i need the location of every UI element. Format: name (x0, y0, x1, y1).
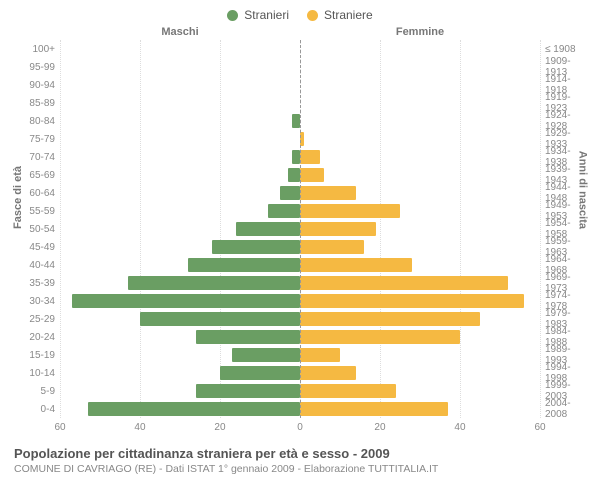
x-tick: 40 (134, 422, 145, 433)
bar-male (236, 222, 300, 236)
bar-female (300, 348, 340, 362)
bar-female (300, 330, 460, 344)
population-pyramid: Maschi Femmine Fasce di età Anni di nasc… (20, 26, 580, 436)
age-label: 65-69 (20, 170, 60, 181)
bar-male (128, 276, 300, 290)
bar-female (300, 294, 524, 308)
x-tick: 60 (54, 422, 65, 433)
header-female: Femmine (300, 26, 540, 38)
bar-male (268, 204, 300, 218)
bar-female (300, 276, 508, 290)
age-label: 60-64 (20, 188, 60, 199)
legend-item-male: Stranieri (227, 8, 289, 22)
bar-female (300, 240, 364, 254)
bar-female (300, 402, 448, 416)
age-label: 80-84 (20, 116, 60, 127)
birth-year-label: ≤ 1908 (540, 44, 580, 55)
header-male: Maschi (60, 26, 300, 38)
bar-male (220, 366, 300, 380)
age-label: 5-9 (20, 386, 60, 397)
age-label: 70-74 (20, 152, 60, 163)
age-label: 0-4 (20, 404, 60, 415)
bar-female (300, 204, 400, 218)
male-swatch-icon (227, 10, 238, 21)
x-tick: 60 (534, 422, 545, 433)
bar-female (300, 366, 356, 380)
x-tick: 20 (374, 422, 385, 433)
age-label: 75-79 (20, 134, 60, 145)
bar-male (212, 240, 300, 254)
age-label: 30-34 (20, 296, 60, 307)
bar-male (292, 150, 300, 164)
x-axis: 0204060 204060 (20, 418, 580, 436)
birth-year-label: 2004-2008 (540, 398, 580, 420)
bar-male (88, 402, 300, 416)
x-tick: 20 (214, 422, 225, 433)
bar-male (280, 186, 300, 200)
age-label: 10-14 (20, 368, 60, 379)
bar-female (300, 258, 412, 272)
age-label: 95-99 (20, 62, 60, 73)
bar-male (196, 384, 300, 398)
legend-item-female: Straniere (307, 8, 373, 22)
legend-male-label: Stranieri (244, 8, 289, 22)
age-label: 20-24 (20, 332, 60, 343)
center-axis (300, 40, 301, 418)
age-label: 25-29 (20, 314, 60, 325)
age-label: 100+ (20, 44, 60, 55)
legend-female-label: Straniere (324, 8, 373, 22)
chart-source: COMUNE DI CAVRIAGO (RE) - Dati ISTAT 1° … (14, 463, 586, 475)
bar-male (140, 312, 300, 326)
age-label: 50-54 (20, 224, 60, 235)
bar-female (300, 150, 320, 164)
x-tick: 40 (454, 422, 465, 433)
bar-male (232, 348, 300, 362)
age-label: 40-44 (20, 260, 60, 271)
female-swatch-icon (307, 10, 318, 21)
legend: Stranieri Straniere (0, 0, 600, 26)
chart-footer: Popolazione per cittadinanza straniera p… (0, 436, 600, 475)
pyramid-rows: 100+≤ 190895-991909-191390-941914-191885… (60, 40, 540, 418)
bar-male (196, 330, 300, 344)
age-label: 45-49 (20, 242, 60, 253)
age-label: 90-94 (20, 80, 60, 91)
bar-male (292, 114, 300, 128)
age-label: 15-19 (20, 350, 60, 361)
age-label: 85-89 (20, 98, 60, 109)
bar-female (300, 168, 324, 182)
bar-female (300, 222, 376, 236)
age-label: 55-59 (20, 206, 60, 217)
bar-male (188, 258, 300, 272)
bar-male (72, 294, 300, 308)
chart-title: Popolazione per cittadinanza straniera p… (14, 446, 586, 461)
bar-female (300, 186, 356, 200)
bar-male (288, 168, 300, 182)
age-label: 35-39 (20, 278, 60, 289)
bar-female (300, 384, 396, 398)
bar-female (300, 312, 480, 326)
column-headers: Maschi Femmine (20, 26, 580, 40)
